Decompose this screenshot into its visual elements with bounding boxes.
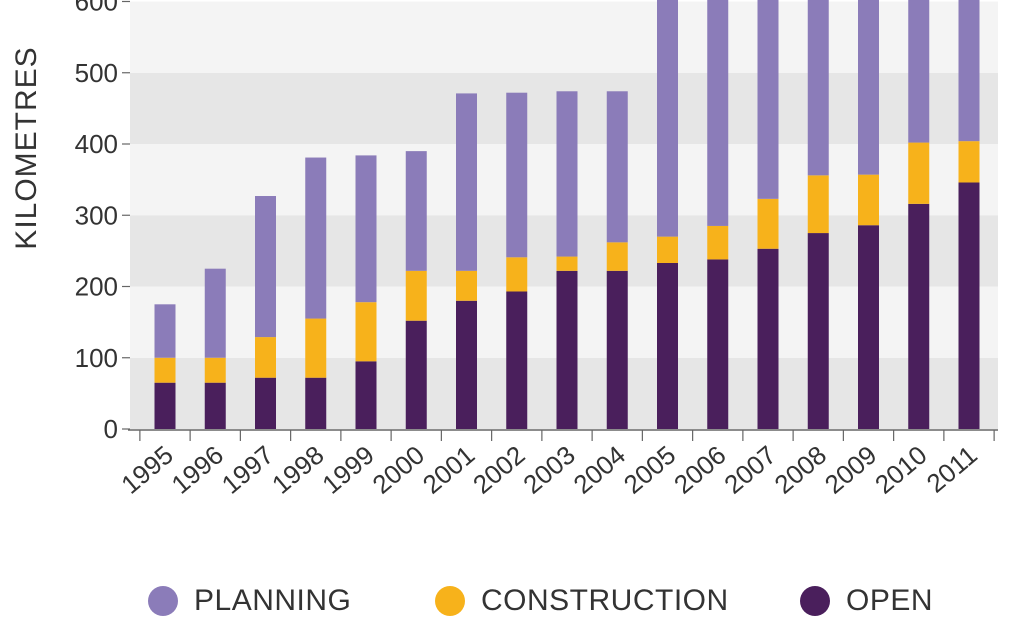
bar-planning-2000 xyxy=(405,151,427,271)
bar-planning-1995 xyxy=(154,304,176,358)
bar-construction-2000 xyxy=(405,270,427,321)
x-tick-label-2005: 2005 xyxy=(618,440,682,500)
bar-open-2003 xyxy=(556,270,578,429)
bar-planning-2010 xyxy=(908,0,930,143)
x-tick-label-1999: 1999 xyxy=(316,440,380,500)
bar-construction-2001 xyxy=(456,270,477,301)
x-tick-label-2004: 2004 xyxy=(568,440,632,500)
y-tick-label-300: 300 xyxy=(75,200,118,230)
legend-swatch-planning xyxy=(148,586,178,616)
x-tick-label-2008: 2008 xyxy=(769,440,833,500)
bar-open-1997 xyxy=(255,377,276,429)
legend-swatch-construction xyxy=(435,586,465,616)
legend-label-open: OPEN xyxy=(846,584,934,617)
bar-open-2009 xyxy=(858,225,879,429)
x-tick-label-2000: 2000 xyxy=(367,440,431,500)
bars xyxy=(154,0,980,429)
y-tick-label-200: 200 xyxy=(75,272,118,302)
bar-open-2002 xyxy=(506,291,528,429)
bar-planning-2009 xyxy=(858,0,879,175)
bar-construction-2009 xyxy=(858,174,879,226)
bar-planning-2001 xyxy=(456,93,477,271)
bar-planning-1997 xyxy=(255,196,276,338)
bar-planning-2002 xyxy=(506,92,528,258)
legend-swatch-open xyxy=(800,586,830,616)
y-tick-label-400: 400 xyxy=(75,129,118,159)
bar-construction-2002 xyxy=(506,257,528,292)
bar-open-1996 xyxy=(204,382,226,429)
bar-open-1995 xyxy=(154,382,176,429)
bar-construction-1995 xyxy=(154,357,176,383)
bar-construction-2011 xyxy=(958,141,980,183)
bar-open-2007 xyxy=(757,248,779,429)
bar-construction-1997 xyxy=(255,337,276,378)
y-tick-label-100: 100 xyxy=(75,343,118,373)
band-500-600 xyxy=(130,1,998,73)
legend-item-construction: CONSTRUCTION xyxy=(435,578,729,624)
bar-construction-2008 xyxy=(807,175,829,234)
x-tick-label-2011: 2011 xyxy=(921,440,983,499)
bar-construction-2003 xyxy=(556,256,578,271)
bar-open-1999 xyxy=(355,361,377,429)
bar-open-2001 xyxy=(456,300,477,429)
bar-construction-2010 xyxy=(908,142,930,204)
bar-planning-1996 xyxy=(204,268,226,358)
bar-open-2010 xyxy=(908,203,930,429)
x-tick-label-1995: 1995 xyxy=(115,440,179,500)
x-tick-label-2002: 2002 xyxy=(467,440,531,500)
legend-label-planning: PLANNING xyxy=(194,584,352,617)
x-tick-label-2009: 2009 xyxy=(819,440,883,500)
x-tick-label-2001: 2001 xyxy=(417,440,481,500)
x-tick-label-1998: 1998 xyxy=(266,440,330,500)
y-tick-label-600: 600 xyxy=(75,0,118,17)
bar-construction-1996 xyxy=(204,357,226,383)
x-tick-label-2006: 2006 xyxy=(668,440,732,500)
axes xyxy=(122,0,998,441)
bar-planning-2007 xyxy=(757,0,779,199)
legend: PLANNING CONSTRUCTION OPEN xyxy=(0,578,1024,624)
stacked-bar-chart: 0 100 200 300 400 500 600 19951996199719981999… xyxy=(10,0,998,500)
bar-construction-2007 xyxy=(757,198,779,249)
y-tick-label-0: 0 xyxy=(104,414,118,444)
bar-open-1998 xyxy=(305,377,327,429)
y-tick-label-500: 500 xyxy=(75,58,118,88)
bar-construction-1999 xyxy=(355,302,377,362)
legend-label-construction: CONSTRUCTION xyxy=(481,584,729,617)
bar-open-2005 xyxy=(657,262,678,429)
x-tick-label-2007: 2007 xyxy=(718,440,782,500)
bar-open-2000 xyxy=(405,320,427,429)
bar-open-2006 xyxy=(707,259,729,429)
y-axis-label: KILOMETRES xyxy=(10,46,43,249)
bar-planning-2005 xyxy=(657,0,678,237)
bar-planning-2008 xyxy=(807,0,829,176)
bar-open-2004 xyxy=(606,270,628,429)
bar-planning-1998 xyxy=(305,157,327,319)
bar-construction-2005 xyxy=(657,236,678,263)
bar-construction-1998 xyxy=(305,318,327,378)
bar-planning-2006 xyxy=(707,0,729,226)
bar-planning-2011 xyxy=(958,0,980,142)
x-tick-label-1996: 1996 xyxy=(166,440,230,500)
x-tick-label-2010: 2010 xyxy=(869,440,933,500)
bar-planning-2003 xyxy=(556,91,578,257)
x-tick-labels: 1995199619971998199920002001200220032004… xyxy=(115,440,983,500)
bar-open-2008 xyxy=(807,233,829,429)
x-tick-label-2003: 2003 xyxy=(517,440,581,500)
bar-open-2011 xyxy=(958,182,980,429)
bar-planning-1999 xyxy=(355,155,377,303)
legend-item-planning: PLANNING xyxy=(148,578,351,624)
bar-planning-2004 xyxy=(606,91,628,243)
bar-construction-2006 xyxy=(707,225,729,260)
x-tick-label-1997: 1997 xyxy=(216,440,280,500)
legend-item-open: OPEN xyxy=(800,578,933,624)
y-tick-labels: 0 100 200 300 400 500 600 xyxy=(75,0,118,444)
bar-construction-2004 xyxy=(606,242,628,271)
